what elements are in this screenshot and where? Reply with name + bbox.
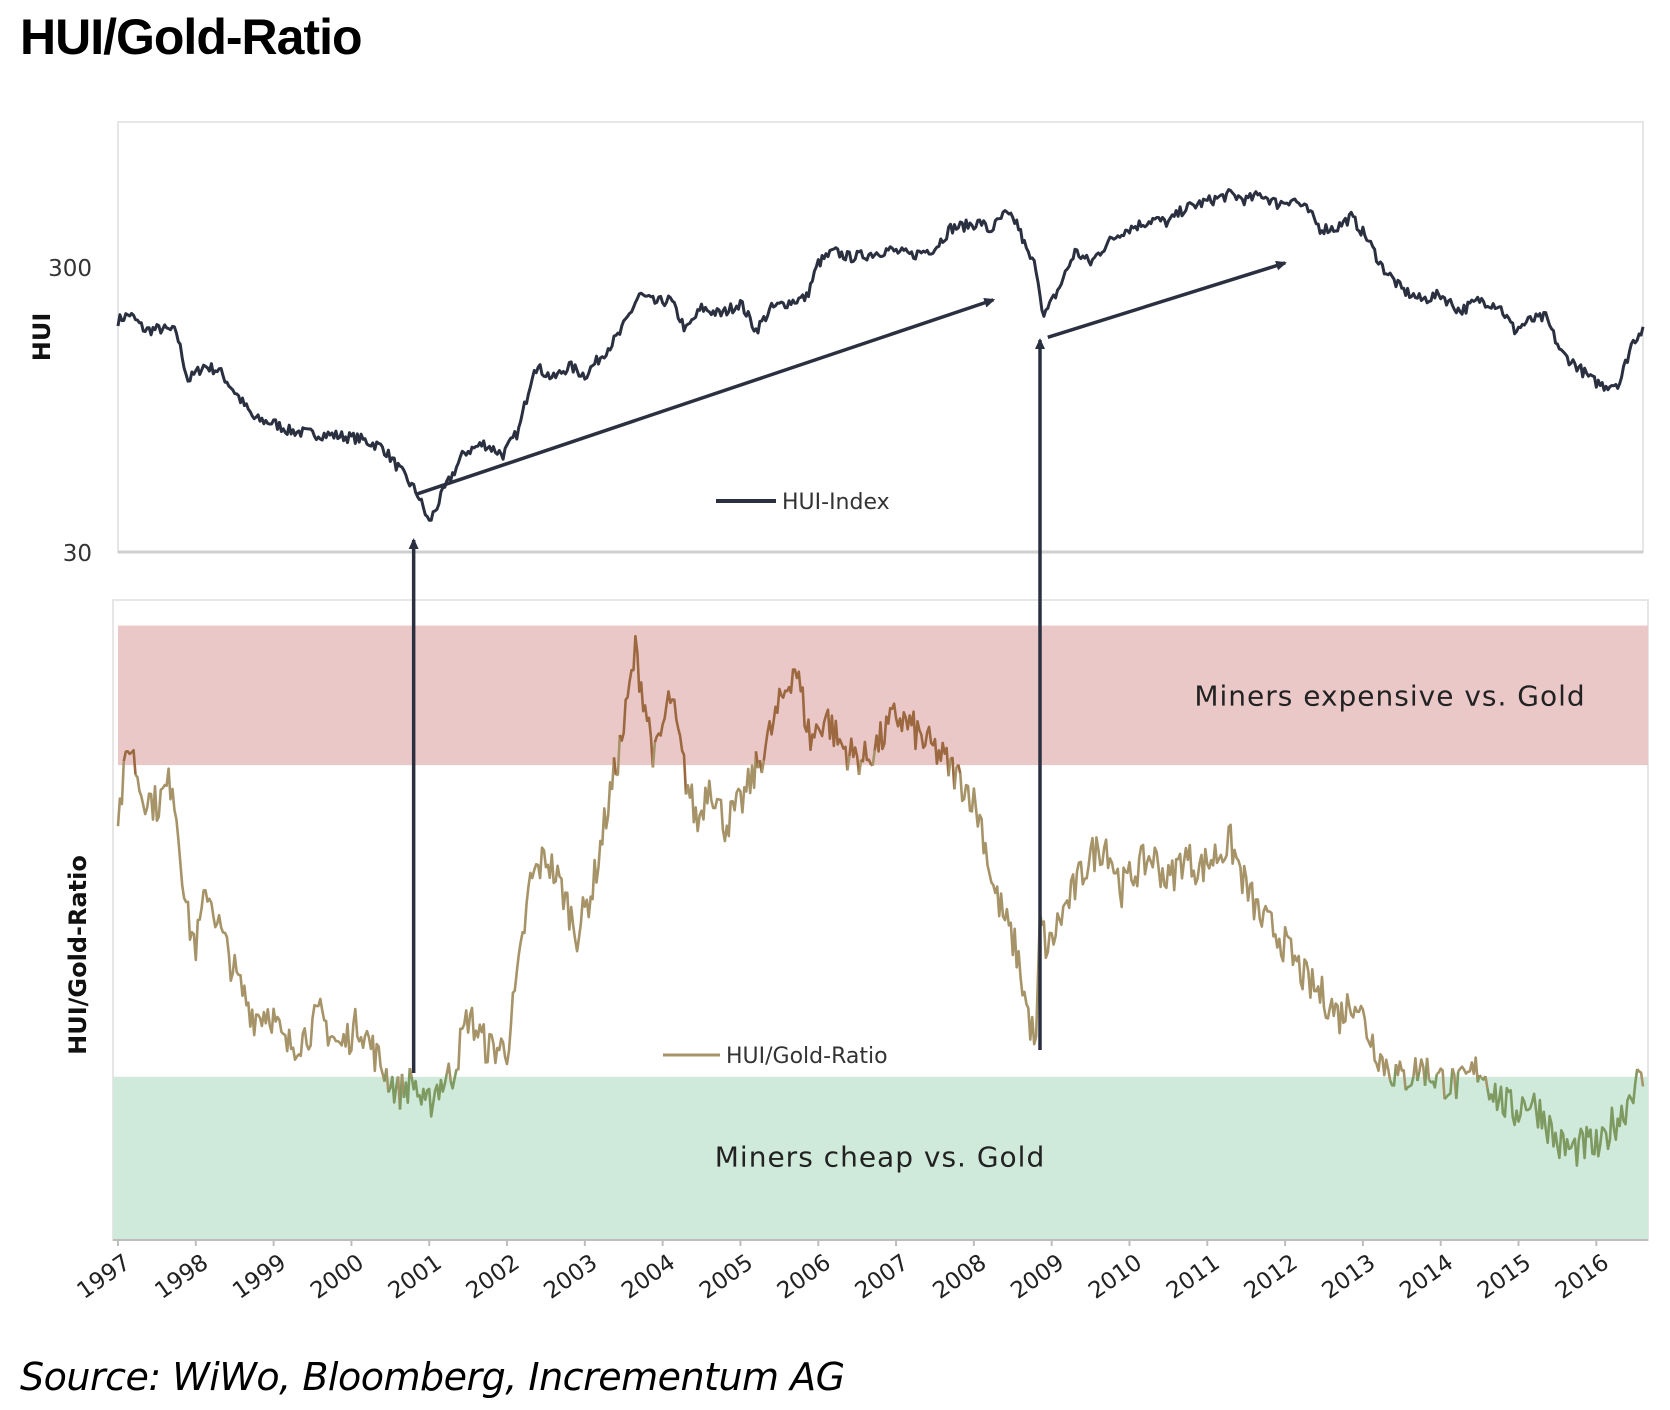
ratio-line-segment (871, 750, 876, 766)
x-axis-ticks: 1997 1998 1999 2000 2001 2002 2003 2004 2005 2006… (73, 1240, 1614, 1304)
ratio-line-segment (134, 767, 386, 1083)
hui-panel: 300 30 HUI HUI-Index (28, 121, 1645, 567)
ratio-line-segment (1404, 1076, 1415, 1091)
cheap-band (113, 1076, 1648, 1240)
ratio-line-segment (1478, 1074, 1483, 1079)
ratio-line-segment (612, 757, 618, 776)
x-tick-label: 2013 (1317, 1250, 1380, 1305)
ratio-line-segment (456, 757, 616, 1071)
x-tick-label: 2012 (1240, 1250, 1303, 1305)
ratio-line-segment (1388, 1063, 1398, 1087)
ratio-line-segment (950, 756, 956, 790)
ratio-line-segment (846, 755, 851, 771)
x-tick-label: 2001 (384, 1250, 447, 1305)
source-note: Source: WiWo, Bloomberg, Incrementum AG (20, 1355, 845, 1399)
ratio-line-segment (387, 1075, 400, 1104)
ratio-line-segment (762, 668, 849, 771)
ratio-line-segment (1443, 1068, 1454, 1101)
trend-arrow-1 (416, 298, 996, 496)
ratio-line-segment (860, 740, 874, 767)
x-tick-label: 2003 (539, 1250, 602, 1305)
chart-title: HUI/Gold-Ratio (20, 9, 363, 65)
ratio-line-segment (947, 758, 952, 777)
ratio-line-group (116, 634, 1645, 1167)
ratio-line-segment (445, 1062, 452, 1081)
ratio-line-segment (1425, 1057, 1431, 1081)
ratio-line-segment (957, 764, 962, 774)
hui-index-line (116, 188, 1645, 522)
x-tick-label: 2009 (1006, 1250, 1069, 1305)
ratio-line-segment (651, 742, 657, 768)
x-tick-label: 2006 (773, 1250, 836, 1305)
ratio-line-segment (1418, 1058, 1427, 1086)
ratio-line-segment (385, 1068, 390, 1093)
ratio-line-segment (848, 737, 861, 776)
hui-ytick-30: 30 (63, 541, 92, 567)
ratio-line-segment (1457, 1056, 1479, 1083)
ratio-line-segment (1416, 1071, 1421, 1082)
annotation-arrows (408, 260, 1288, 1073)
ratio-line-segment (408, 1067, 413, 1078)
ratio-line-segment (1436, 1067, 1446, 1100)
ratio-line-segment (449, 1069, 458, 1090)
x-tick-label: 2016 (1551, 1250, 1614, 1305)
ratio-line-segment (684, 751, 758, 843)
ratio-line-segment (1428, 1073, 1439, 1089)
ratio-panel: Miners expensive vs. Gold Miners cheap v… (64, 599, 1649, 1304)
x-tick-label: 1998 (150, 1250, 213, 1305)
hui-ylabel: HUI (28, 313, 56, 362)
ratio-ylabel: HUI/Gold-Ratio (64, 855, 92, 1055)
x-tick-label: 2015 (1473, 1250, 1536, 1305)
ratio-line-segment (959, 773, 1392, 1081)
ratio-line-segment (122, 748, 137, 775)
ratio-line-segment (1636, 1068, 1645, 1087)
ratio-line-segment (1486, 1068, 1639, 1167)
ratio-line-segment (1412, 1057, 1419, 1082)
cheap-band-label: Miners cheap vs. Gold (715, 1140, 1045, 1173)
ratio-line-segment (1455, 1071, 1460, 1100)
ratio-line-segment (1484, 1075, 1489, 1089)
ratio-line-segment (116, 761, 126, 827)
ratio-line-segment (857, 759, 863, 776)
x-tick-label: 2000 (306, 1250, 369, 1305)
ratio-legend-label: HUI/Gold-Ratio (726, 1044, 888, 1069)
x-tick-label: 2011 (1162, 1250, 1225, 1305)
hui-legend-label: HUI-Index (782, 490, 890, 515)
x-tick-label: 2008 (928, 1250, 991, 1305)
ratio-line-segment (402, 1068, 412, 1104)
ratio-line-segment (873, 702, 950, 777)
ratio-line-segment (1394, 1060, 1407, 1091)
trend-arrow-2 (1047, 260, 1288, 339)
x-tick-label: 2002 (462, 1250, 525, 1305)
ratio-line-segment (410, 1073, 448, 1118)
ratio-line-segment (653, 690, 688, 795)
x-tick-label: 2014 (1395, 1250, 1458, 1305)
x-tick-label: 2004 (617, 1250, 680, 1305)
x-tick-label: 1997 (73, 1250, 136, 1305)
x-tick-label: 2005 (695, 1250, 758, 1305)
hui-ytick-300: 300 (48, 256, 92, 282)
ratio-line-segment (615, 734, 622, 777)
expensive-band-label: Miners expensive vs. Gold (1194, 679, 1585, 712)
x-tick-label: 2007 (851, 1250, 914, 1305)
ratio-line-segment (618, 634, 655, 768)
ratio-line-segment (760, 760, 766, 774)
x-tick-label: 2010 (1084, 1250, 1147, 1305)
x-tick-label: 1999 (228, 1250, 291, 1305)
